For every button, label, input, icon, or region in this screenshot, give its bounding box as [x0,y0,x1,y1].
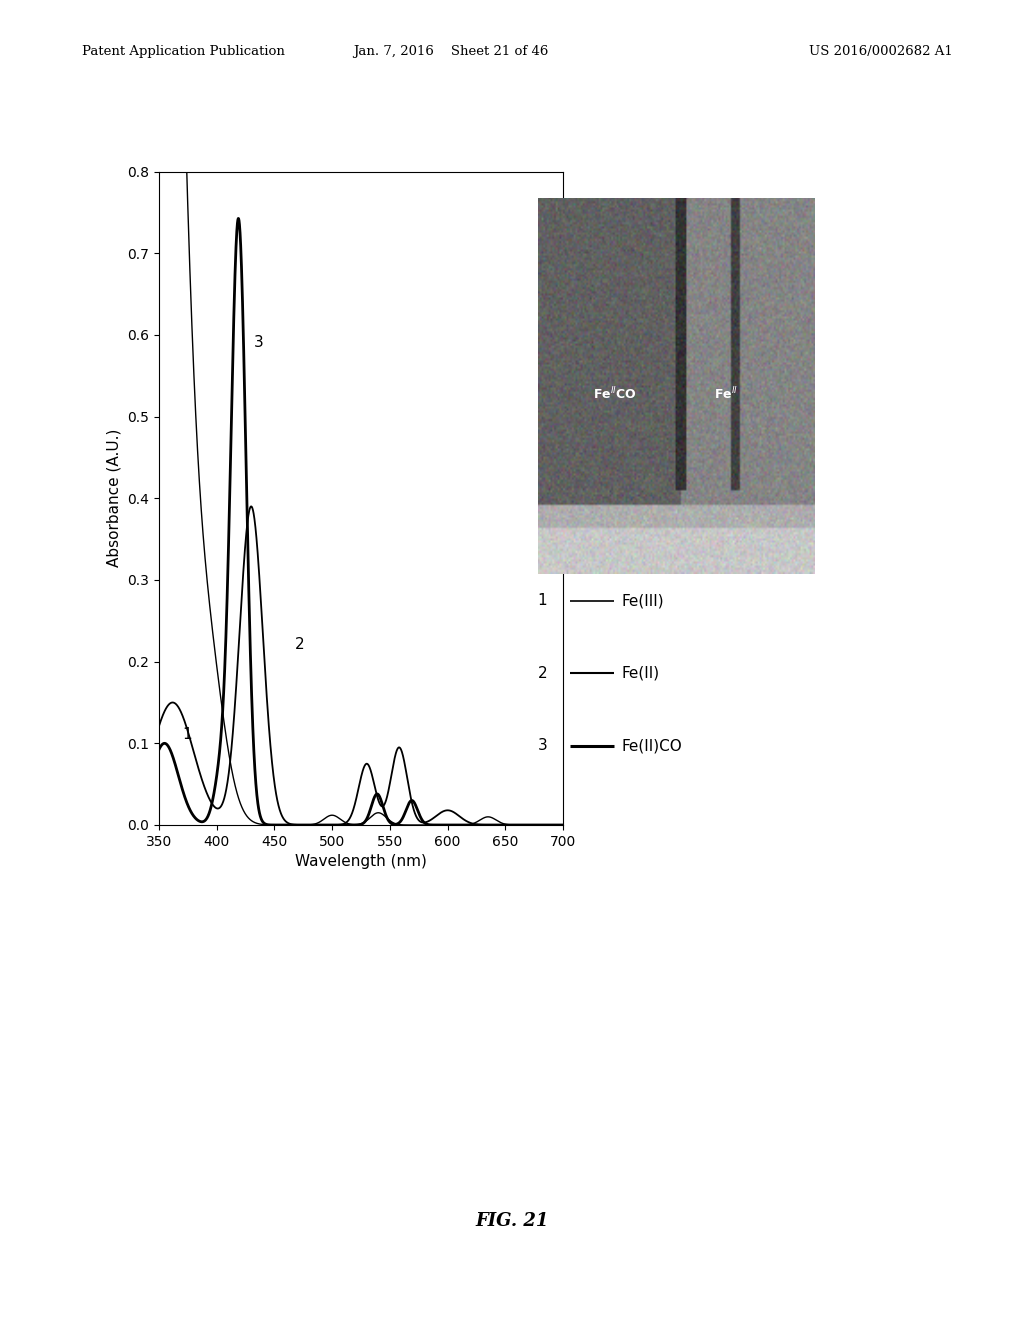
Text: Fe$^{II}$CO: Fe$^{II}$CO [593,385,637,401]
Text: 3: 3 [254,335,263,350]
Text: FIG. 21: FIG. 21 [475,1212,549,1230]
Text: Fe$^{II}$: Fe$^{II}$ [714,385,737,401]
Text: Jan. 7, 2016    Sheet 21 of 46: Jan. 7, 2016 Sheet 21 of 46 [353,45,548,58]
Text: 3: 3 [538,738,548,754]
Text: 2: 2 [295,638,305,652]
Y-axis label: Absorbance (A.U.): Absorbance (A.U.) [106,429,122,568]
Text: 1: 1 [538,593,547,609]
Text: Fe(II): Fe(II) [622,665,659,681]
Text: Patent Application Publication: Patent Application Publication [82,45,285,58]
Text: 2: 2 [538,665,547,681]
X-axis label: Wavelength (nm): Wavelength (nm) [295,854,427,870]
Text: Fe(II)CO: Fe(II)CO [622,738,682,754]
Text: US 2016/0002682 A1: US 2016/0002682 A1 [809,45,952,58]
Text: 1: 1 [182,727,191,742]
Text: Fe(III): Fe(III) [622,593,665,609]
